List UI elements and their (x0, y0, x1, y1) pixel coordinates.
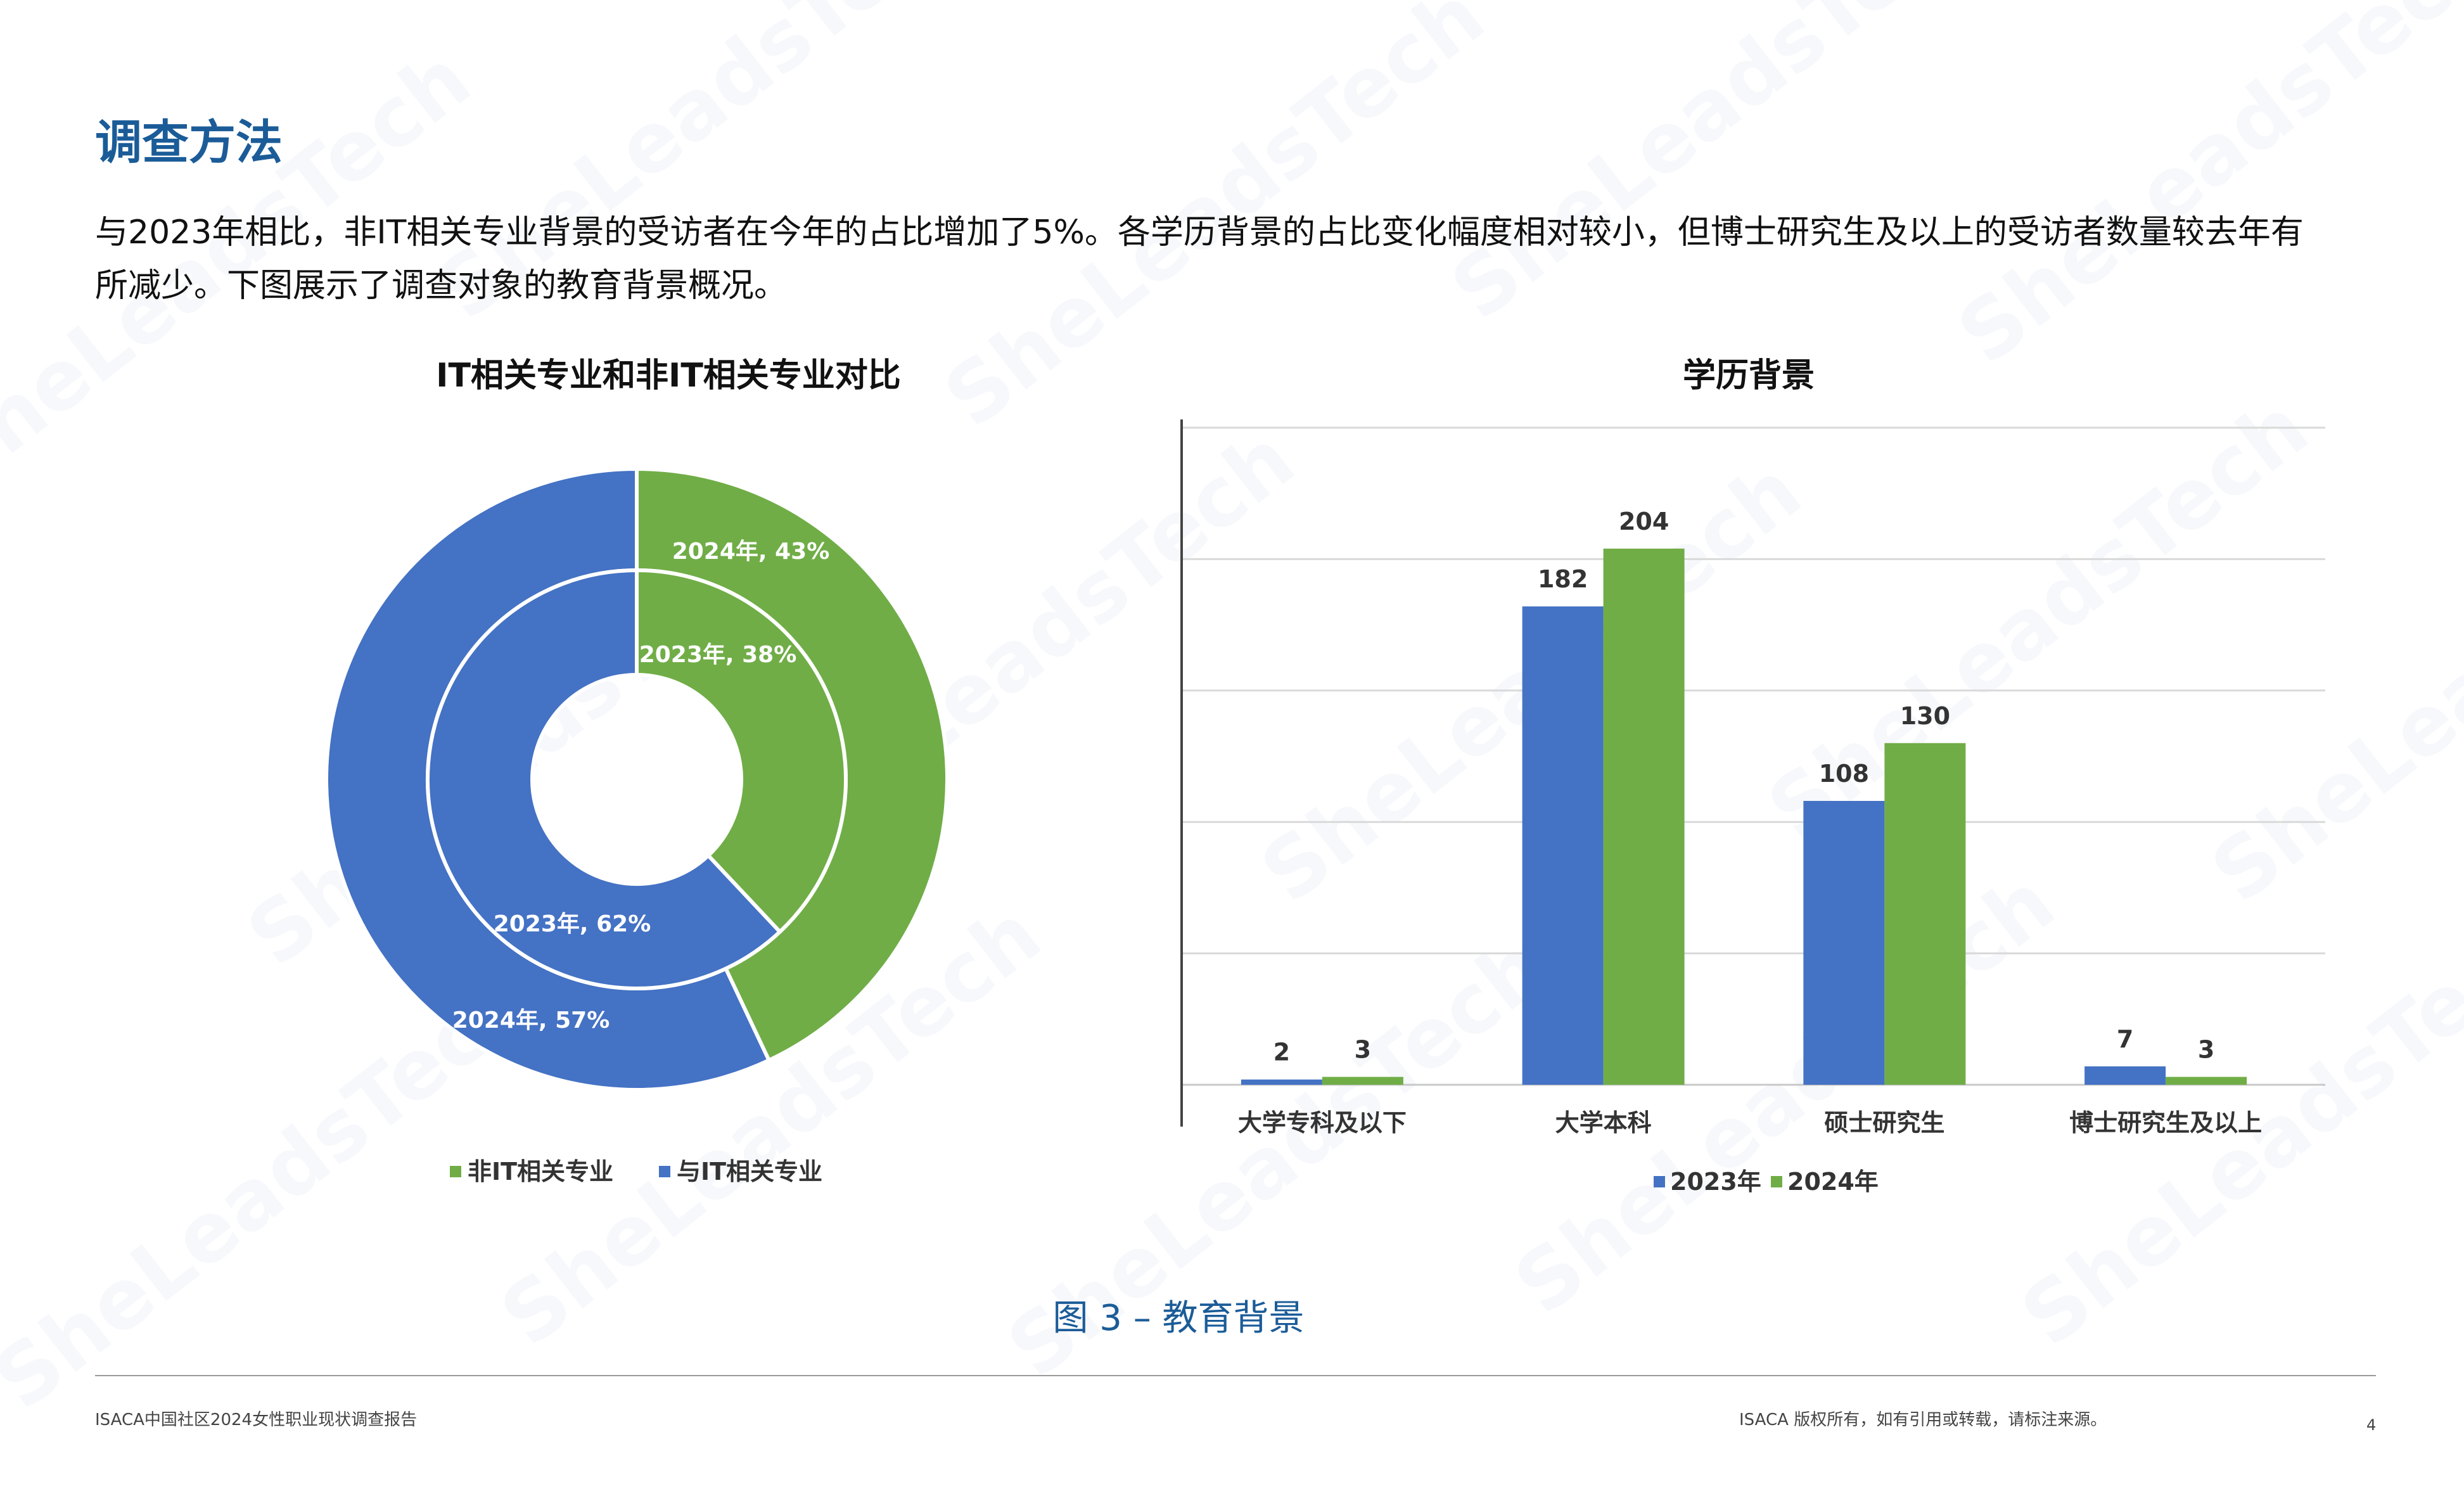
bar-3-0 (2084, 1066, 2166, 1085)
bar-category-label-1: 大学本科 (1555, 1109, 1652, 1137)
bar-legend-label-0: 2023年 (1670, 1168, 1761, 1196)
donut-legend-swatch-1 (659, 1166, 670, 1177)
bar-legend-swatch-0 (1654, 1176, 1665, 1187)
bar-legend-label-1: 2024年 (1787, 1168, 1879, 1196)
donut-legend-swatch-0 (450, 1166, 461, 1177)
page-number: 4 (2366, 1416, 2377, 1434)
bar-value-label-0-0: 2 (1273, 1039, 1290, 1066)
bar-value-label-1-0: 182 (1538, 565, 1588, 593)
donut-chart: IT相关专业和非IT相关专业对比 2024年, 43% 2024年, 57% 202… (324, 357, 950, 1186)
page-title: 调查方法 (95, 115, 283, 170)
donut-inner-slice-1 (426, 568, 783, 990)
bar-value-label-2-1: 130 (1900, 702, 1950, 730)
footer-copyright: ISACA 版权所有，如有引用或转载，请标注来源。 (1739, 1410, 2107, 1429)
bar-3-1 (2166, 1077, 2247, 1085)
bar-value-label-0-1: 3 (1355, 1036, 1371, 1064)
bar-chart: 学历背景 2 3 182 204 108 130 7 3 大学专科及以下 大学本科 硕士研究生 博士… (1180, 357, 2325, 1196)
donut-legend-label-0: 非IT相关专业 (468, 1158, 613, 1186)
bar-2-0 (1803, 801, 1885, 1085)
donut-inner-slice-0 (635, 568, 848, 935)
donut-inner-label-0: 2023年, 38% (639, 642, 797, 668)
bar-value-label-1-1: 204 (1619, 508, 1669, 535)
bar-1-1 (1603, 548, 1685, 1085)
bar-2-1 (1884, 743, 1966, 1085)
donut-inner-label-1: 2023年, 62% (494, 911, 651, 937)
figure-caption: 图 3 – 教育背景 (1052, 1298, 1305, 1339)
donut-legend-label-1: 与IT相关专业 (677, 1158, 822, 1186)
bar-0-0 (1241, 1079, 1322, 1085)
donut-outer-label-0: 2024年, 43% (672, 539, 830, 565)
footer-divider (95, 1375, 2376, 1376)
bar-category-label-0: 大学专科及以下 (1238, 1109, 1407, 1137)
bar-category-label-3: 博士研究生及以上 (2069, 1109, 2262, 1137)
bar-0-1 (1322, 1077, 1403, 1085)
bar-chart-title: 学历背景 (1683, 357, 1815, 395)
donut-outer-label-1: 2024年, 57% (452, 1007, 610, 1033)
bar-category-label-2: 硕士研究生 (1824, 1109, 1944, 1137)
watermark-text: SheLeadsTech (1941, 0, 2464, 383)
footer-report-name: ISACA中国社区2024女性职业现状调查报告 (95, 1410, 418, 1429)
bar-1-0 (1522, 606, 1604, 1085)
bar-value-label-2-0: 108 (1819, 760, 1869, 788)
bar-value-label-3-1: 3 (2198, 1036, 2214, 1064)
donut-chart-title: IT相关专业和非IT相关专业对比 (436, 357, 901, 395)
bar-legend-swatch-1 (1771, 1176, 1782, 1187)
bar-value-label-3-0: 7 (2117, 1025, 2133, 1053)
intro-paragraph: 与2023年相比，非IT相关专业背景的受访者在今年的占比增加了5%。各学历背景的… (95, 214, 2304, 305)
